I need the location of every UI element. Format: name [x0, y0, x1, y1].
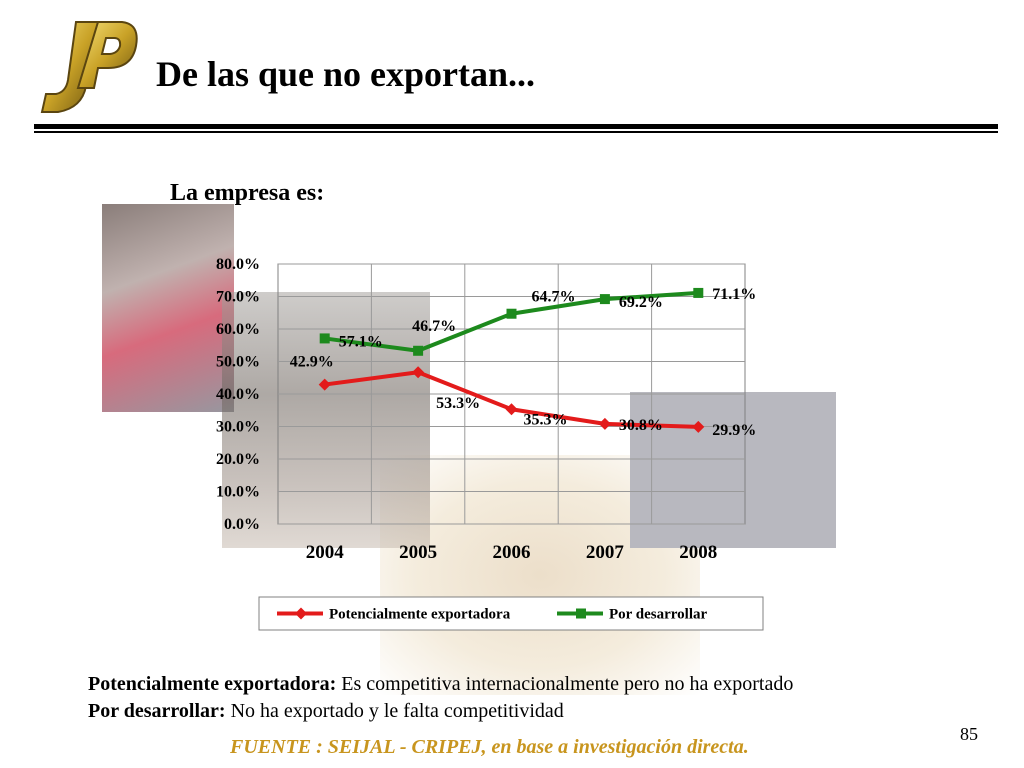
x-tick-label: 2007	[586, 542, 625, 563]
y-tick-label: 60.0%	[216, 321, 260, 338]
note-term: Potencialmente exportadora:	[88, 673, 337, 695]
data-label: 69.2%	[619, 294, 663, 311]
data-point	[598, 417, 611, 430]
data-label: 35.3%	[524, 411, 568, 428]
data-label: 30.8%	[619, 417, 663, 434]
data-point	[319, 333, 330, 344]
y-tick-label: 80.0%	[216, 256, 260, 273]
y-tick-label: 40.0%	[216, 386, 260, 403]
data-label: 71.1%	[712, 286, 756, 303]
data-label: 57.1%	[339, 333, 383, 350]
background-photo-right	[630, 392, 836, 548]
x-tick-label: 2006	[493, 542, 531, 563]
data-point	[599, 294, 610, 305]
note-definition: Es competitiva internacionalmente pero n…	[336, 673, 794, 695]
note-definition: No ha exportado y le falta competitivida…	[225, 700, 564, 722]
data-label: 42.9%	[290, 354, 334, 371]
legend-box	[258, 596, 764, 631]
note-potencialmente: Potencialmente exportadora: Es competiti…	[88, 672, 793, 696]
legend-marker	[295, 607, 307, 620]
data-label: 29.9%	[712, 422, 756, 439]
y-tick-label: 70.0%	[216, 289, 260, 306]
data-label: 53.3%	[436, 395, 480, 412]
data-point	[693, 287, 704, 298]
y-tick-label: 20.0%	[216, 451, 260, 468]
page-number: 85	[960, 724, 978, 744]
background-photo-left	[102, 204, 234, 412]
title-rule-thin	[34, 131, 998, 133]
data-point	[413, 345, 424, 356]
legend-label: Potencialmente exportadora	[329, 607, 511, 623]
data-point	[505, 403, 518, 416]
y-tick-label: 30.0%	[216, 419, 260, 436]
data-point	[318, 378, 331, 391]
y-tick-label: 10.0%	[216, 484, 260, 501]
y-tick-label: 0.0%	[224, 516, 260, 533]
data-label: 46.7%	[412, 318, 456, 335]
chart-subtitle: La empresa es:	[170, 180, 325, 206]
title-rule	[34, 124, 998, 129]
legend-label: Por desarrollar	[609, 607, 708, 623]
data-point	[692, 420, 705, 433]
x-tick-label: 2005	[399, 542, 437, 563]
data-label: 64.7%	[532, 289, 576, 306]
x-tick-label: 2004	[306, 542, 345, 563]
slide-title: De las que no exportan...	[156, 54, 536, 94]
x-tick-label: 2008	[679, 542, 717, 563]
source-footer: FUENTE : SEIJAL - CRIPEJ, en base a inve…	[230, 736, 749, 758]
jp-logo	[40, 21, 138, 113]
y-tick-label: 50.0%	[216, 354, 260, 371]
data-point	[506, 308, 517, 319]
legend-marker	[576, 608, 586, 619]
note-term: Por desarrollar:	[88, 700, 226, 722]
note-por-desarrollar: Por desarrollar: No ha exportado y le fa…	[88, 699, 564, 723]
data-point	[412, 366, 425, 379]
